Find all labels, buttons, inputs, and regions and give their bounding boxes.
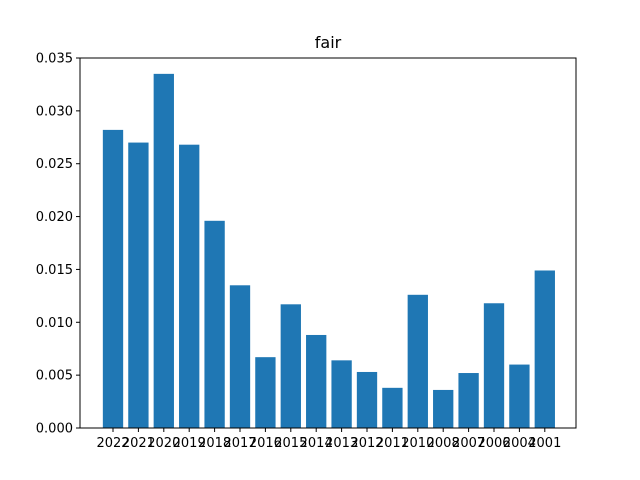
- bar-2018: [204, 220, 225, 428]
- y-axis: 0.000 0.005 0.010 0.015 0.020 0.025 0.030 0.035: [36, 52, 80, 437]
- y-tick-label: 0.010: [36, 316, 73, 331]
- bar-2006: [483, 303, 505, 428]
- x-axis: 2022202120202019201820172016201520142013…: [96, 428, 561, 451]
- bar-2001: [534, 270, 555, 428]
- x-tick-label: 2019: [173, 436, 206, 451]
- y-tick-label: 0.025: [36, 157, 73, 172]
- x-tick-label: 2021: [122, 436, 155, 451]
- bar-2007: [458, 373, 479, 428]
- x-tick-label: 2013: [325, 436, 358, 451]
- bar-2004: [509, 364, 530, 428]
- x-tick-label: 2006: [477, 436, 510, 451]
- y-tick-label: 0.005: [36, 369, 73, 384]
- x-tick-label: 2007: [452, 436, 485, 451]
- bar-2019: [179, 144, 200, 428]
- bar-2021: [128, 142, 149, 428]
- bar-2014: [306, 334, 327, 428]
- bar-2013: [331, 360, 352, 428]
- x-tick-label: 2012: [350, 436, 383, 451]
- x-tick-label: 2010: [401, 436, 434, 451]
- x-tick-label: 2018: [198, 436, 231, 451]
- x-tick-label: 2011: [376, 436, 409, 451]
- y-tick-label: 0.020: [36, 210, 73, 225]
- y-tick-label: 0.035: [36, 52, 73, 67]
- x-tick-label: 2008: [427, 436, 460, 451]
- bar-2016: [255, 357, 276, 428]
- chart-title: fair: [315, 33, 342, 52]
- bar-2020: [153, 73, 174, 429]
- bar-2011: [382, 387, 403, 428]
- y-tick-label: 0.000: [36, 422, 73, 437]
- x-tick-label: 2016: [249, 436, 282, 451]
- bar-2010: [407, 294, 428, 428]
- x-tick-label: 2017: [223, 436, 256, 451]
- x-tick-label: 2001: [528, 436, 561, 451]
- bar-2012: [356, 371, 378, 428]
- plot-frame: [79, 57, 577, 429]
- bars-group: [102, 73, 555, 429]
- x-tick-label: 2004: [503, 436, 536, 451]
- x-tick-label: 2020: [147, 436, 180, 451]
- x-tick-label: 2015: [274, 436, 307, 451]
- y-tick-label: 0.030: [36, 104, 73, 119]
- bar-2017: [229, 285, 251, 428]
- bar-2008: [433, 389, 454, 428]
- bar-2022: [102, 129, 124, 428]
- x-tick-label: 2022: [96, 436, 129, 451]
- bar-2015: [280, 304, 301, 428]
- x-tick-label: 2014: [300, 436, 333, 451]
- y-tick-label: 0.015: [36, 263, 73, 278]
